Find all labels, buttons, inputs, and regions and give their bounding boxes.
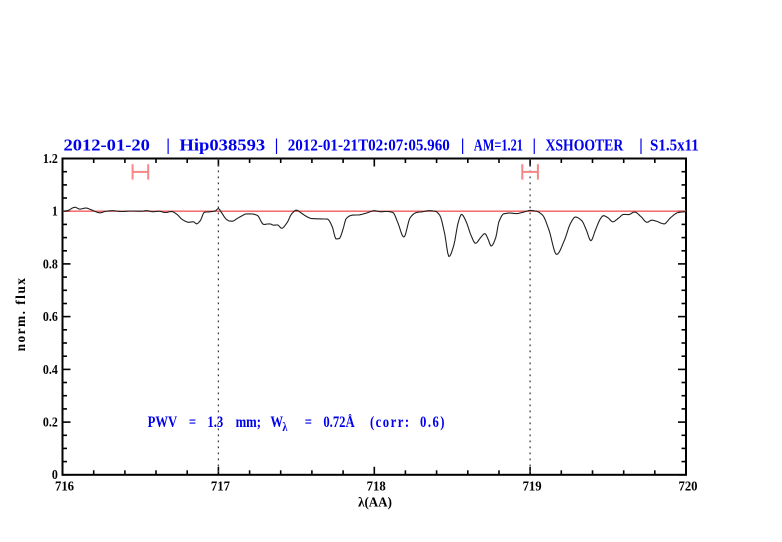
svg-text:1: 1 bbox=[52, 204, 58, 219]
svg-text:718: 718 bbox=[367, 478, 387, 493]
svg-text:0.6: 0.6 bbox=[43, 309, 58, 324]
svg-text:PWV=1.3mm;Wλ=0.72Å(corr:0.6): PWV = 1.3 mm; Wλ = 0.72Å (corr: 0.6) bbox=[148, 414, 446, 434]
svg-text:720: 720 bbox=[678, 478, 698, 493]
svg-text:|: | bbox=[532, 135, 536, 154]
svg-text:2012-01-20: 2012-01-20 bbox=[64, 135, 150, 154]
svg-text:717: 717 bbox=[211, 478, 231, 493]
svg-text:|: | bbox=[275, 135, 279, 154]
svg-text:0.2: 0.2 bbox=[43, 415, 58, 430]
svg-text:716: 716 bbox=[55, 478, 75, 493]
svg-text:XSHOOTER: XSHOOTER bbox=[546, 136, 624, 155]
svg-text:|: | bbox=[461, 135, 465, 154]
svg-text:S1.5x11: S1.5x11 bbox=[650, 137, 699, 155]
svg-text:719: 719 bbox=[523, 478, 543, 493]
svg-text:0.4: 0.4 bbox=[43, 362, 59, 377]
svg-text:AM=1.21: AM=1.21 bbox=[474, 137, 523, 155]
svg-text:|: | bbox=[166, 135, 170, 154]
svg-text:λ(AA): λ(AA) bbox=[358, 494, 392, 509]
svg-text:1.2: 1.2 bbox=[43, 151, 58, 166]
svg-text:0.8: 0.8 bbox=[43, 257, 58, 272]
svg-text:0: 0 bbox=[52, 468, 58, 483]
svg-text:Hip038593: Hip038593 bbox=[179, 135, 265, 154]
svg-text:norm. flux: norm. flux bbox=[13, 277, 28, 352]
svg-text:|: | bbox=[639, 135, 643, 154]
svg-text:2012-01-21T02:07:05.960: 2012-01-21T02:07:05.960 bbox=[288, 137, 450, 155]
